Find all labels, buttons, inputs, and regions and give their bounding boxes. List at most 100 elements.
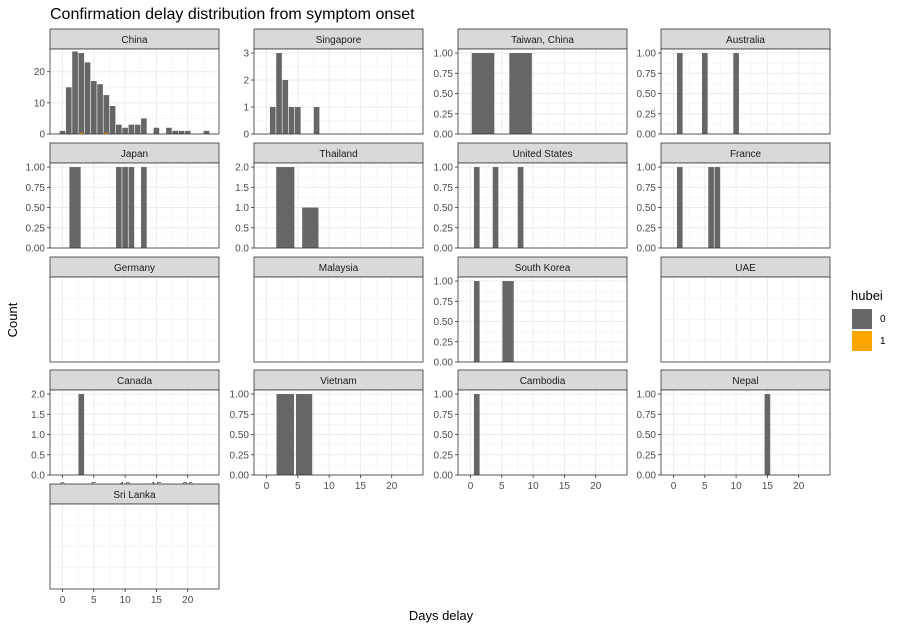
facet-label-nepal: Nepal [732, 376, 758, 387]
facet-label-united-states: United States [512, 149, 572, 160]
facet-label-south-korea: South Korea [515, 263, 571, 274]
bar-singapore-4 [294, 107, 301, 134]
y-tick-label-australia-4: 1.00 [637, 49, 657, 60]
y-tick-label-cambodia-0: 0.00 [434, 471, 454, 482]
legend-title: hubei [851, 288, 883, 303]
y-tick-label-taiwan-china-3: 0.75 [434, 69, 454, 80]
bar-japan-3 [128, 167, 135, 248]
bar-china-11 [128, 124, 135, 134]
panel-border-japan [49, 162, 220, 249]
bar-china-18 [184, 130, 191, 134]
y-tick-label-nepal-3: 0.75 [637, 410, 657, 421]
bar-taiwan-china-1 [509, 53, 532, 134]
y-tick-label-singapore-1: 1 [243, 103, 249, 114]
y-tick-label-south-korea-3: 0.75 [434, 297, 454, 308]
x-tick-label-sri-lanka-2: 10 [120, 595, 132, 606]
panel-border-germany [49, 276, 220, 363]
y-tick-label-vietnam-3: 0.75 [230, 410, 250, 421]
bar-taiwan-china-0 [471, 53, 495, 134]
facet-label-germany: Germany [114, 263, 155, 274]
facet-label-france: France [730, 149, 762, 160]
x-tick-label-cambodia-2: 10 [528, 481, 540, 492]
y-tick-label-canada-4: 2.0 [31, 390, 45, 401]
x-tick-label-nepal-4: 20 [793, 481, 805, 492]
bar-france-0 [676, 167, 683, 248]
y-tick-label-japan-2: 0.50 [26, 203, 46, 214]
bar-south-korea-1 [502, 281, 514, 362]
y-tick-label-south-korea-4: 1.00 [434, 277, 454, 288]
facet-label-malaysia: Malaysia [319, 263, 359, 274]
facet-label-vietnam: Vietnam [320, 376, 357, 387]
y-tick-label-japan-0: 0.00 [26, 244, 46, 255]
y-tick-label-canada-2: 1.0 [31, 430, 45, 441]
panel-border-malaysia [253, 276, 424, 363]
bar-china-2 [72, 51, 78, 134]
bar-vietnam-1 [295, 394, 313, 475]
facet-label-sri-lanka: Sri Lanka [113, 490, 156, 501]
bar-singapore-1 [276, 53, 282, 134]
y-tick-label-nepal-4: 1.00 [637, 390, 657, 401]
x-tick-label-vietnam-4: 20 [386, 481, 398, 492]
bar-china-4 [84, 62, 91, 135]
bar-japan-1 [116, 167, 122, 248]
panel-border-nepal [660, 389, 831, 476]
bar-hubei-china-1 [104, 132, 109, 134]
panel-border-united-states [457, 162, 628, 249]
bar-china-14 [153, 127, 160, 134]
y-tick-label-france-2: 0.50 [637, 203, 657, 214]
y-tick-label-china-1: 10 [34, 98, 46, 109]
y-tick-label-australia-1: 0.25 [637, 109, 657, 120]
legend-label-1: 1 [880, 336, 886, 347]
panel-bg-france [661, 163, 830, 248]
panel-bg-nepal [661, 390, 830, 475]
bar-china-0 [59, 130, 66, 134]
y-tick-label-taiwan-china-2: 0.50 [434, 89, 454, 100]
panel-bg-canada [50, 390, 219, 475]
y-tick-label-france-1: 0.25 [637, 223, 657, 234]
y-tick-label-japan-3: 0.75 [26, 183, 46, 194]
bar-japan-0 [69, 167, 81, 248]
bar-china-5 [90, 81, 97, 134]
facet-label-singapore: Singapore [316, 35, 362, 46]
bar-australia-1 [701, 53, 708, 134]
bar-china-6 [97, 84, 103, 134]
panel-border-sri-lanka [49, 503, 220, 590]
x-tick-label-cambodia-4: 20 [590, 481, 602, 492]
y-tick-label-australia-0: 0.00 [637, 130, 657, 141]
panel-bg-united-states [458, 163, 627, 248]
bar-south-korea-0 [473, 281, 480, 362]
panel-border-canada [49, 389, 220, 476]
panel-border-thailand [253, 162, 424, 249]
panel-border-taiwan-china [457, 48, 628, 135]
facet-label-taiwan-china: Taiwan, China [511, 35, 574, 46]
y-tick-label-cambodia-2: 0.50 [434, 430, 454, 441]
panel-border-australia [660, 48, 831, 135]
panel-bg-cambodia [458, 390, 627, 475]
chart-title: Confirmation delay distribution from sym… [50, 6, 415, 23]
facet-label-australia: Australia [726, 35, 765, 46]
y-tick-label-canada-0: 0.0 [31, 471, 45, 482]
bar-hubei-china-0 [79, 132, 84, 134]
y-tick-label-singapore-0: 0 [243, 130, 249, 141]
y-tick-label-france-0: 0.00 [637, 244, 657, 255]
x-tick-label-vietnam-1: 5 [295, 481, 301, 492]
bar-china-19 [203, 130, 210, 134]
bar-vietnam-0 [276, 394, 295, 475]
x-tick-label-sri-lanka-4: 20 [182, 595, 194, 606]
bar-japan-2 [122, 167, 128, 248]
x-tick-label-vietnam-3: 15 [355, 481, 367, 492]
y-tick-label-south-korea-1: 0.25 [434, 337, 454, 348]
panel-border-singapore [253, 48, 424, 135]
y-tick-label-thailand-3: 1.5 [235, 183, 249, 194]
y-tick-label-china-0: 0 [39, 130, 45, 141]
bar-china-16 [172, 130, 179, 134]
panel-border-cambodia [457, 389, 628, 476]
panel-border-uae [660, 276, 831, 363]
x-tick-label-nepal-0: 0 [671, 481, 677, 492]
y-tick-label-south-korea-0: 0.00 [434, 358, 454, 369]
y-tick-label-japan-1: 0.25 [26, 223, 46, 234]
bar-singapore-5 [313, 107, 320, 134]
bar-nepal-0 [764, 394, 771, 475]
y-tick-label-china-2: 20 [34, 67, 46, 78]
